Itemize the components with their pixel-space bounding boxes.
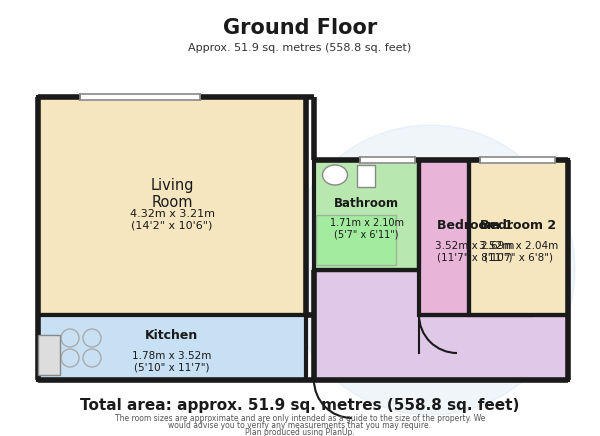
Text: Approx. 51.9 sq. metres (558.8 sq. feet): Approx. 51.9 sq. metres (558.8 sq. feet) xyxy=(188,43,412,53)
Bar xyxy=(357,165,375,187)
Text: Bedroom 2: Bedroom 2 xyxy=(481,219,557,232)
Text: would advise you to verify any measurements that you may require.: would advise you to verify any measureme… xyxy=(169,420,431,429)
Text: 3.52m x 2.04m
(11'7" x 6'8"): 3.52m x 2.04m (11'7" x 6'8") xyxy=(479,241,558,262)
Text: 4.32m x 3.21m
(14'2" x 10'6"): 4.32m x 3.21m (14'2" x 10'6") xyxy=(130,209,215,231)
Text: 1.78m x 3.52m
(5'10" x 11'7"): 1.78m x 3.52m (5'10" x 11'7") xyxy=(133,351,212,372)
Text: Kitchen: Kitchen xyxy=(145,329,199,342)
Bar xyxy=(38,315,306,380)
Bar xyxy=(38,97,306,315)
Text: 3.52m x 2.69m
(11'7" x 8'10"): 3.52m x 2.69m (11'7" x 8'10") xyxy=(436,241,515,262)
Text: Bathroom: Bathroom xyxy=(334,197,399,210)
Text: Bedroom 1: Bedroom 1 xyxy=(437,219,513,232)
Bar xyxy=(314,160,419,270)
Text: Ground Floor: Ground Floor xyxy=(223,18,377,38)
Ellipse shape xyxy=(323,165,347,185)
Text: Living
Room: Living Room xyxy=(150,178,194,210)
Text: The room sizes are approximate and are only intended as a guide to the size of t: The room sizes are approximate and are o… xyxy=(115,413,485,422)
Bar xyxy=(419,160,531,315)
Text: Total area: approx. 51.9 sq. metres (558.8 sq. feet): Total area: approx. 51.9 sq. metres (558… xyxy=(80,398,520,412)
Text: 1.71m x 2.10m
(5'7" x 6'11"): 1.71m x 2.10m (5'7" x 6'11") xyxy=(329,218,404,240)
Bar xyxy=(314,270,568,380)
Bar xyxy=(469,160,568,315)
Bar xyxy=(38,335,60,375)
Bar xyxy=(316,215,396,265)
Circle shape xyxy=(285,125,575,415)
Text: Plan produced using PlanUp.: Plan produced using PlanUp. xyxy=(245,428,355,436)
